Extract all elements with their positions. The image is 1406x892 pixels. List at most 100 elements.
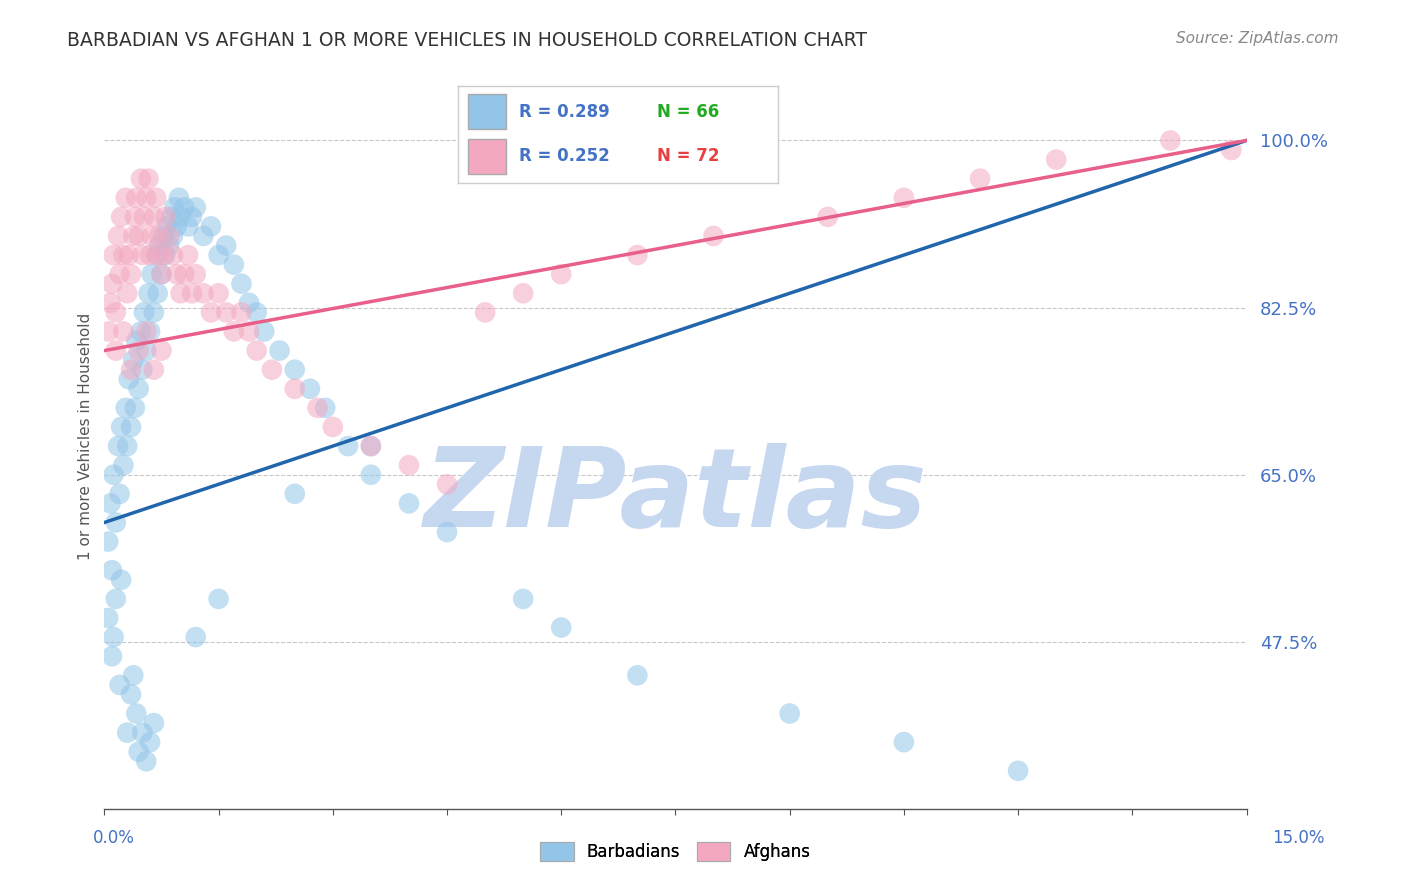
Point bbox=[337, 439, 360, 453]
Point bbox=[110, 210, 132, 224]
Point bbox=[115, 725, 138, 739]
Point bbox=[246, 305, 269, 319]
Point bbox=[200, 305, 222, 319]
Point bbox=[110, 420, 132, 434]
Point bbox=[177, 219, 200, 234]
Point bbox=[152, 229, 174, 244]
Point bbox=[167, 191, 190, 205]
Point bbox=[141, 267, 163, 281]
Point bbox=[779, 706, 801, 721]
Point bbox=[146, 248, 169, 262]
Point bbox=[157, 238, 180, 252]
Point bbox=[893, 191, 915, 205]
Point bbox=[112, 325, 135, 339]
Text: 0.0%: 0.0% bbox=[93, 829, 135, 847]
Point bbox=[142, 305, 165, 319]
Point bbox=[222, 325, 245, 339]
Point bbox=[110, 573, 132, 587]
Point bbox=[104, 305, 127, 319]
Point bbox=[269, 343, 291, 358]
Point bbox=[104, 591, 127, 606]
Point bbox=[284, 487, 307, 501]
Point bbox=[969, 171, 991, 186]
Point bbox=[160, 210, 183, 224]
Point bbox=[156, 219, 179, 234]
Point bbox=[128, 382, 150, 396]
Point bbox=[360, 467, 382, 482]
Point bbox=[702, 229, 724, 244]
Point bbox=[108, 487, 131, 501]
Point bbox=[107, 439, 129, 453]
Point bbox=[148, 238, 170, 252]
Point bbox=[512, 591, 534, 606]
Point bbox=[128, 229, 150, 244]
Point bbox=[284, 382, 307, 396]
Point bbox=[107, 229, 129, 244]
Point bbox=[112, 248, 135, 262]
Point bbox=[122, 229, 145, 244]
Point bbox=[307, 401, 329, 415]
Point bbox=[184, 630, 207, 644]
Point bbox=[1007, 764, 1029, 778]
Point bbox=[115, 286, 138, 301]
Point bbox=[142, 716, 165, 731]
Point bbox=[177, 248, 200, 262]
Text: ZIPatlas: ZIPatlas bbox=[423, 442, 928, 549]
Point bbox=[125, 191, 148, 205]
Point bbox=[246, 343, 269, 358]
Point bbox=[231, 277, 253, 291]
Point bbox=[131, 248, 153, 262]
Point bbox=[207, 248, 229, 262]
Point bbox=[97, 611, 120, 625]
Point bbox=[1045, 153, 1067, 167]
Point bbox=[132, 210, 155, 224]
Point bbox=[145, 248, 167, 262]
Point bbox=[132, 305, 155, 319]
Point bbox=[173, 200, 195, 214]
Point bbox=[166, 219, 188, 234]
Point bbox=[512, 286, 534, 301]
Point bbox=[104, 516, 127, 530]
Point bbox=[322, 420, 344, 434]
Point bbox=[284, 362, 307, 376]
Point bbox=[103, 248, 125, 262]
Point bbox=[360, 439, 382, 453]
Point bbox=[173, 267, 195, 281]
Point bbox=[114, 191, 136, 205]
Point bbox=[120, 362, 142, 376]
Point bbox=[135, 754, 157, 768]
Point bbox=[146, 286, 169, 301]
Point bbox=[817, 210, 839, 224]
Point bbox=[120, 420, 142, 434]
Y-axis label: 1 or more Vehicles in Household: 1 or more Vehicles in Household bbox=[79, 313, 93, 560]
Point bbox=[100, 295, 122, 310]
Point bbox=[162, 248, 184, 262]
Point bbox=[436, 477, 458, 491]
Point bbox=[169, 210, 191, 224]
Point bbox=[238, 295, 260, 310]
Point bbox=[169, 286, 191, 301]
Point bbox=[1220, 143, 1243, 157]
Point bbox=[152, 248, 174, 262]
Point bbox=[215, 238, 238, 252]
Point bbox=[215, 305, 238, 319]
Point bbox=[138, 286, 160, 301]
Point bbox=[260, 362, 283, 376]
Point bbox=[124, 210, 146, 224]
Point bbox=[142, 210, 165, 224]
Point bbox=[97, 534, 120, 549]
Text: 15.0%: 15.0% bbox=[1272, 829, 1324, 847]
Point bbox=[155, 210, 177, 224]
Point bbox=[100, 496, 122, 510]
Point bbox=[135, 325, 157, 339]
Point bbox=[103, 467, 125, 482]
Point bbox=[125, 706, 148, 721]
Point bbox=[398, 458, 420, 473]
Point bbox=[150, 343, 173, 358]
Point bbox=[231, 305, 253, 319]
Legend: Barbadians, Afghans: Barbadians, Afghans bbox=[533, 835, 817, 868]
Point bbox=[114, 401, 136, 415]
Text: BARBADIAN VS AFGHAN 1 OR MORE VEHICLES IN HOUSEHOLD CORRELATION CHART: BARBADIAN VS AFGHAN 1 OR MORE VEHICLES I… bbox=[67, 31, 868, 50]
Point bbox=[129, 325, 152, 339]
Point bbox=[148, 229, 170, 244]
